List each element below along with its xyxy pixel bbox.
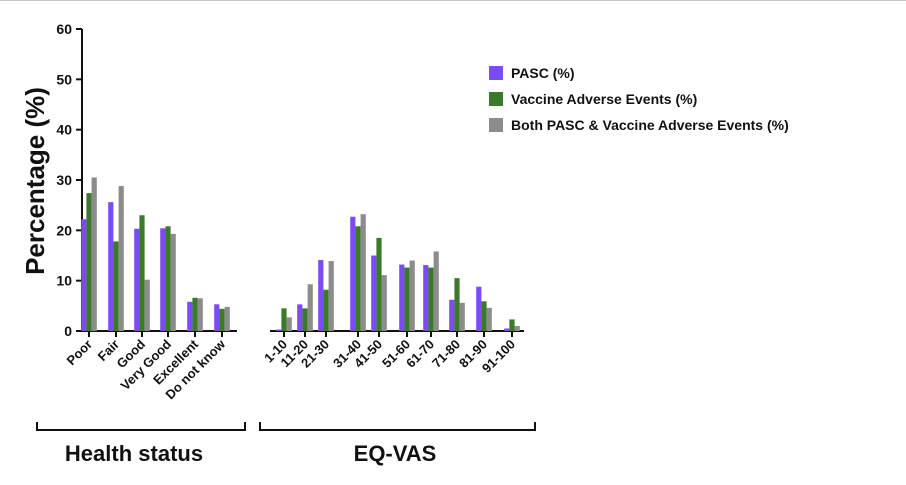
bar-series-0-good <box>134 228 140 331</box>
bar-series-2-11-20 <box>307 284 313 331</box>
x-tick-label: 71-80 <box>429 337 463 371</box>
y-tick-label: 30 <box>56 172 72 188</box>
bar-series-1-1-10 <box>281 308 287 331</box>
legend-swatch-0 <box>489 66 503 80</box>
bar-series-2-71-80 <box>459 302 465 331</box>
group-label-0: Health status <box>65 441 203 466</box>
top-border <box>0 0 906 1</box>
legend-label-0: PASC (%) <box>511 65 575 81</box>
bar-series-1-41-50 <box>376 237 382 331</box>
bar-series-1-91-100 <box>509 319 515 331</box>
bar-series-2-61-70 <box>433 251 439 331</box>
y-tick-label: 0 <box>64 323 72 339</box>
bar-series-1-11-20 <box>302 308 308 331</box>
bar-series-1-81-90 <box>481 301 487 331</box>
bar-series-1-do-not-know <box>219 308 225 331</box>
bar-series-0-1-10 <box>276 329 282 331</box>
bar-series-2-1-10 <box>286 317 292 331</box>
bar-series-0-11-20 <box>297 304 303 331</box>
bar-series-1-21-30 <box>323 289 329 331</box>
bar-series-2-good <box>144 279 150 331</box>
bar-series-2-poor <box>91 177 97 331</box>
bar-series-1-very-good <box>165 226 171 331</box>
y-tick-label: 10 <box>56 273 72 289</box>
bar-series-0-very-good <box>160 228 166 331</box>
bar-series-2-21-30 <box>328 261 334 331</box>
x-tick-label: Poor <box>64 337 96 369</box>
bar-series-2-81-90 <box>486 307 492 331</box>
bar-series-0-91-100 <box>504 328 510 331</box>
bar-series-1-excellent <box>192 297 198 331</box>
bar-series-2-41-50 <box>381 275 387 331</box>
legend-swatch-1 <box>489 92 503 106</box>
bar-series-2-very-good <box>170 233 176 331</box>
bar-series-2-51-60 <box>409 260 415 331</box>
bar-series-1-good <box>139 215 145 331</box>
bar-series-0-fair <box>108 202 114 331</box>
x-tick-label: 61-70 <box>403 337 437 371</box>
bar-series-0-31-40 <box>350 216 356 331</box>
bar-series-2-excellent <box>197 298 203 331</box>
bar-series-1-fair <box>113 241 119 331</box>
group-label-1: EQ-VAS <box>354 441 437 466</box>
bar-series-2-31-40 <box>360 214 366 331</box>
bar-series-1-61-70 <box>428 267 434 331</box>
axes: 0 10 20 30 40 50 60 <box>56 21 524 339</box>
y-tick-label: 40 <box>56 122 72 138</box>
bar-series-0-21-30 <box>318 260 324 331</box>
y-tick-label: 60 <box>56 21 72 37</box>
legend-swatch-2 <box>489 118 503 132</box>
group-brackets: Health status EQ-VAS <box>36 422 536 466</box>
bar-series-0-51-60 <box>399 264 405 331</box>
y-tick-label: 50 <box>56 71 72 87</box>
legend: PASC (%) Vaccine Adverse Events (%) Both P… <box>489 65 789 133</box>
bar-series-0-do-not-know <box>214 304 220 331</box>
bar-series-0-61-70 <box>423 265 429 331</box>
bar-series-0-71-80 <box>449 299 455 331</box>
bar-series-2-91-100 <box>514 325 520 331</box>
bar-series-0-poor <box>81 219 87 331</box>
bar-series-0-excellent <box>187 301 193 331</box>
y-tick-label: 20 <box>56 222 72 238</box>
bar-series-0-41-50 <box>371 255 377 331</box>
bar-series-2-fair <box>118 186 124 331</box>
bar-series-1-71-80 <box>454 278 460 331</box>
legend-label-2: Both PASC & Vaccine Adverse Events (%) <box>511 117 789 133</box>
bar-series-2-do-not-know <box>224 306 230 331</box>
legend-label-1: Vaccine Adverse Events (%) <box>511 91 697 107</box>
y-axis-label: Percentage (%) <box>20 87 50 275</box>
bar-series-1-poor <box>86 193 92 331</box>
bar-series-1-31-40 <box>355 226 361 331</box>
bars <box>81 177 520 331</box>
bar-series-0-81-90 <box>476 286 482 331</box>
bar-series-1-51-60 <box>404 267 410 331</box>
